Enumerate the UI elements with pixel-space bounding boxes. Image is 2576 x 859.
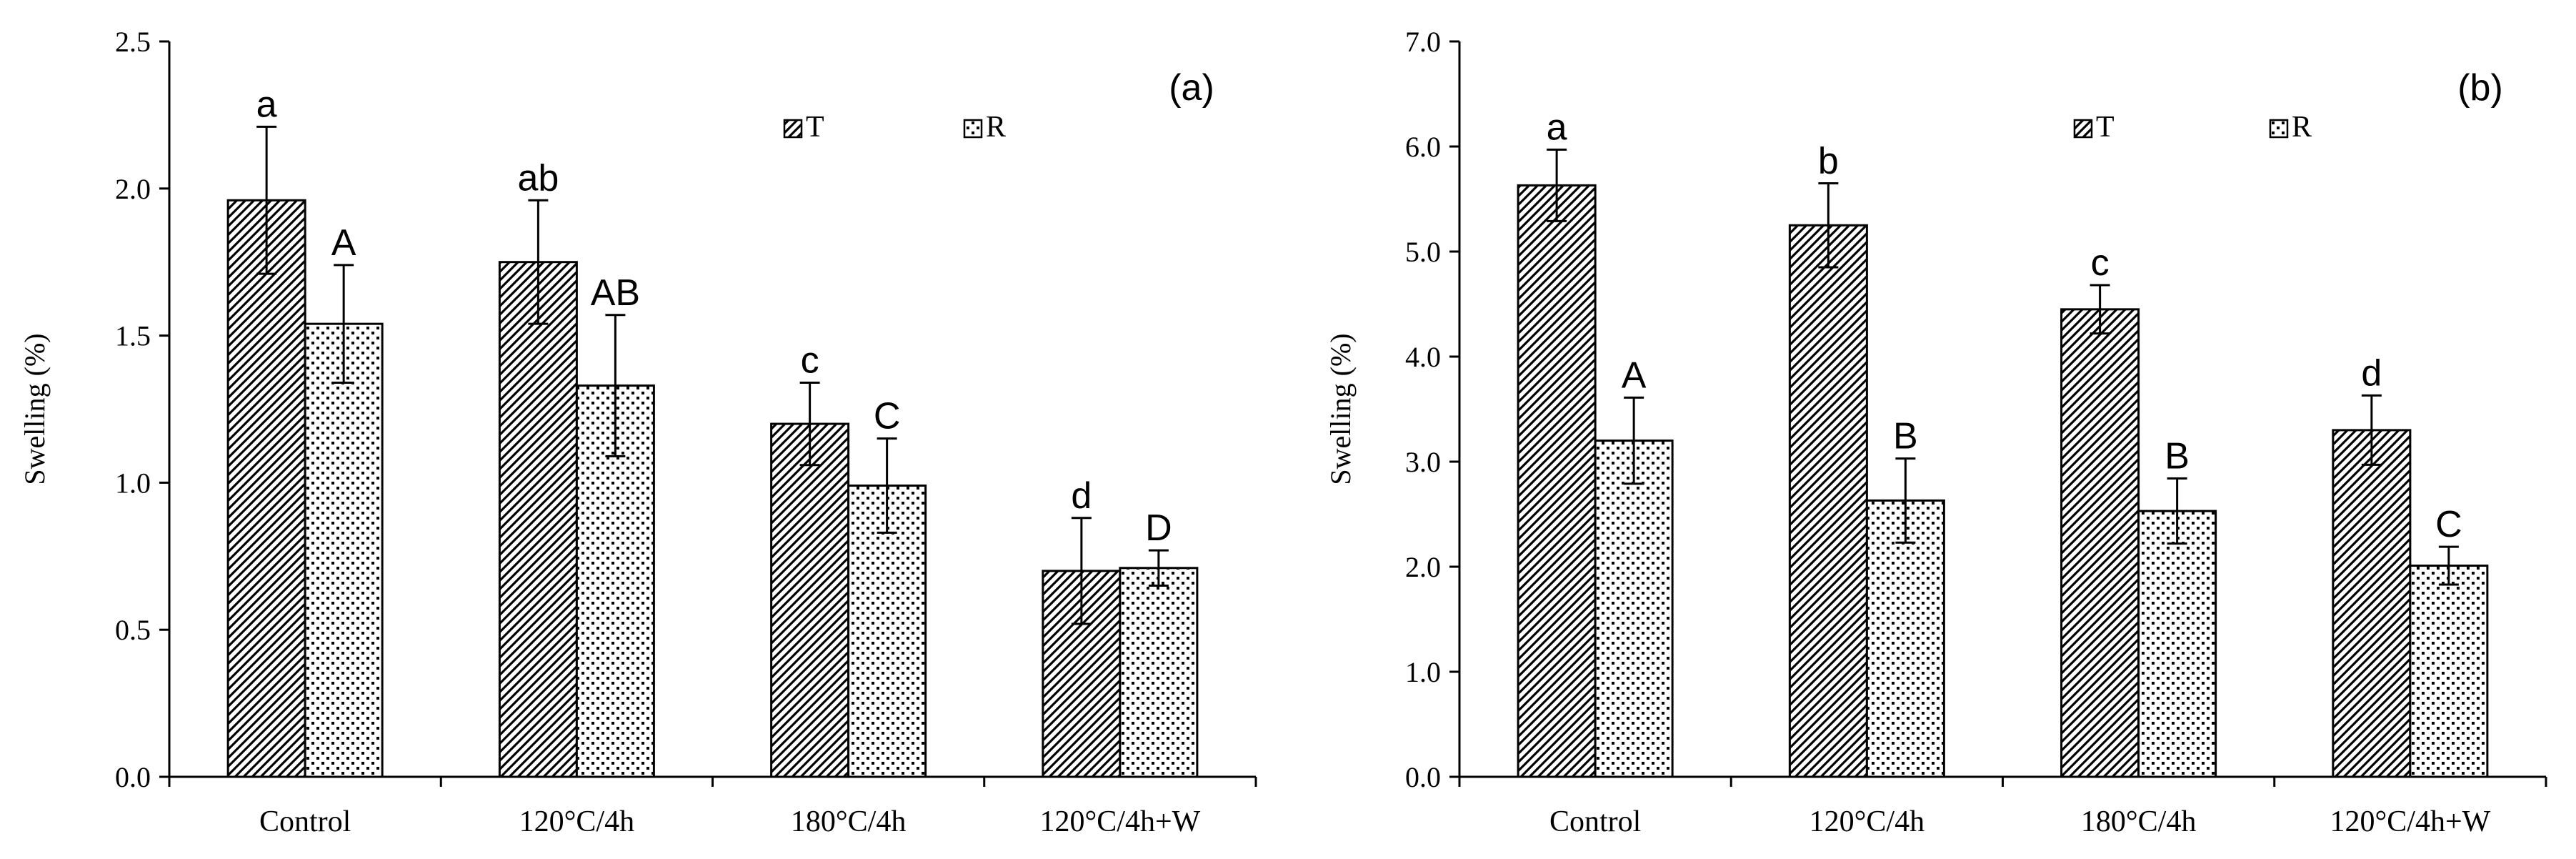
y-tick-label: 0.5: [115, 614, 151, 646]
y-tick-label: 3.0: [1405, 446, 1441, 478]
x-tick-label: Control: [259, 805, 351, 838]
error-bar-T-2: [799, 381, 820, 467]
error-bar-R-2: [2167, 477, 2187, 545]
error-bar-R-3: [2438, 545, 2459, 586]
bar-R-1: [1865, 499, 1945, 778]
bar-T-1: [1788, 224, 1868, 778]
x-tick-label: 180°C/4h: [791, 805, 906, 838]
error-bar-R-3: [1148, 549, 1169, 587]
error-bar-R-0: [334, 264, 354, 384]
bar-T-2: [2060, 308, 2140, 778]
bar-T-1: [498, 261, 578, 778]
y-axis-title: Swelling (%): [19, 333, 51, 485]
y-tick-label: 2.5: [115, 26, 151, 58]
bar-R-0: [304, 322, 384, 778]
significance-label: AB: [591, 272, 640, 314]
significance-label: b: [1818, 140, 1839, 182]
significance-label: D: [1145, 507, 1172, 549]
error-bar-T-2: [2090, 284, 2110, 335]
significance-label: a: [256, 84, 277, 125]
y-tick-label: 2.0: [1405, 551, 1441, 583]
panel-label: (b): [2457, 67, 2503, 109]
x-tick-label: 120°C/4h+W: [2330, 805, 2490, 838]
y-tick-label: 1.0: [1405, 656, 1441, 688]
bar-R-0: [1594, 440, 1674, 778]
y-tick-label: 6.0: [1405, 131, 1441, 163]
y-tick-label: 4.0: [1405, 341, 1441, 373]
legend-swatch: [2269, 119, 2289, 139]
y-tick-label: 5.0: [1405, 236, 1441, 268]
legend-label: T: [806, 111, 824, 144]
significance-label: d: [2361, 352, 2382, 394]
significance-label: B: [1893, 416, 1918, 457]
significance-label: A: [331, 222, 356, 264]
legend-label: R: [986, 111, 1006, 144]
legend-swatch: [2073, 119, 2093, 139]
error-bar-T-0: [1547, 148, 1567, 222]
significance-label: C: [874, 396, 901, 437]
legend-item-R: R: [963, 111, 1006, 144]
bar-R-3: [2409, 565, 2489, 778]
bar-R-3: [1119, 567, 1199, 778]
legend-swatch: [783, 119, 803, 139]
error-bar-T-1: [528, 199, 549, 325]
error-bar-T-3: [2361, 394, 2382, 466]
y-tick-label: 0.0: [115, 761, 151, 793]
y-tick-label: 1.0: [115, 467, 151, 499]
bar-T-2: [770, 422, 850, 778]
significance-label: d: [1071, 475, 1092, 517]
error-bar-R-1: [605, 314, 626, 457]
legend-item-R: R: [2269, 111, 2312, 144]
y-tick-label: 7.0: [1405, 26, 1441, 58]
x-tick-label: 120°C/4h: [519, 805, 634, 838]
significance-label: c: [2091, 242, 2110, 284]
x-tick-label: 120°C/4h: [1809, 805, 1924, 838]
bar-T-0: [1517, 184, 1597, 778]
bar-T-3: [2332, 429, 2412, 778]
legend-item-T: T: [2073, 111, 2115, 144]
significance-label: c: [801, 339, 819, 381]
significance-label: a: [1547, 106, 1567, 148]
y-axis-title: Swelling (%): [1324, 333, 1357, 485]
x-tick-label: Control: [1549, 805, 1641, 838]
bar-T-0: [226, 199, 306, 778]
error-bar-R-1: [1895, 457, 1916, 544]
bar-R-2: [2137, 510, 2217, 778]
x-tick-label: 120°C/4h+W: [1039, 805, 1200, 838]
error-bar-R-2: [877, 437, 897, 534]
error-bar-R-0: [1624, 396, 1644, 485]
chart-panel-b: a b c d A B B C 0.0 1.0 2.0 3.0 4.0 5.0 6.0 7.0 Control 1…: [1324, 26, 2547, 838]
y-tick-label: 2.0: [115, 173, 151, 205]
chart-panel-a: a ab c d A AB C D 0.0 0.5 1.0 1.5 2.0 2.5 Control 120°C…: [19, 26, 1257, 838]
panel-label: (a): [1169, 67, 1214, 109]
significance-label: A: [1622, 354, 1647, 396]
significance-label: C: [2435, 504, 2462, 545]
error-bar-T-0: [256, 125, 277, 275]
significance-label: B: [2165, 436, 2190, 477]
error-bar-T-1: [1818, 182, 1839, 269]
legend-label: R: [2292, 111, 2312, 144]
x-tick-label: 180°C/4h: [2081, 805, 2196, 838]
legend-swatch: [963, 119, 983, 139]
error-bar-T-3: [1071, 517, 1092, 625]
significance-label: ab: [517, 157, 559, 199]
legend-label: T: [2096, 111, 2115, 144]
y-tick-label: 0.0: [1405, 761, 1441, 793]
y-tick-label: 1.5: [115, 320, 151, 352]
legend-item-T: T: [783, 111, 824, 144]
